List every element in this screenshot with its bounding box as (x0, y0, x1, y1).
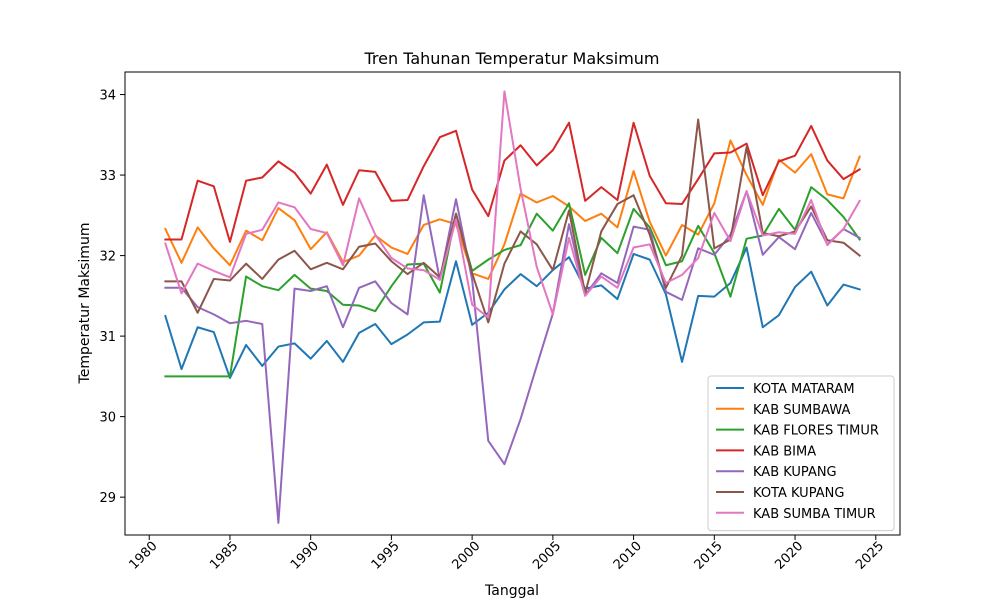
x-tick-label: 1990 (288, 539, 322, 573)
series-line-6 (164, 90, 862, 319)
x-tick-label: 1980 (127, 539, 161, 573)
x-tick-label: 2000 (449, 539, 483, 573)
x-tick-label: 2025 (853, 539, 887, 573)
x-tick-label: 2015 (692, 539, 726, 573)
y-tick-label: 29 (99, 491, 116, 506)
legend-label: KAB FLORES TIMUR (753, 424, 879, 439)
series-line-1 (164, 139, 861, 280)
y-tick-label: 31 (99, 330, 116, 345)
y-tick-label: 30 (99, 411, 116, 426)
x-tick-label: 2005 (530, 539, 564, 573)
x-tick-label: 2010 (611, 539, 645, 573)
legend-label: KAB KUPANG (753, 465, 837, 480)
series-line-0 (164, 246, 861, 379)
y-tick-label: 32 (99, 250, 116, 265)
legend-label: KAB SUMBAWA (753, 403, 850, 418)
legend-label: KAB BIMA (753, 444, 816, 459)
plot-area (124, 71, 901, 536)
legend-label: KAB SUMBA TIMUR (753, 507, 876, 522)
legend-label: KOTA KUPANG (753, 486, 844, 501)
chart-title: Tren Tahunan Temperatur Maksimum (363, 49, 659, 68)
series-line-3 (164, 121, 862, 243)
legend: KOTA MATARAM KAB SUMBAWA KAB FLORES TIMUR K… (707, 375, 895, 532)
x-tick-label: 1995 (369, 539, 403, 573)
y-tick-label: 33 (99, 169, 116, 184)
x-tick-label: 2020 (772, 539, 806, 573)
x-axis: 1980 1985 1990 1995 2000 2005 2010 2015 2020 2025 (127, 535, 887, 573)
plot-frame (124, 71, 901, 536)
x-axis-label: Tanggal (484, 583, 539, 599)
y-axis-label: Temperatur Maksimum (77, 223, 93, 385)
y-axis: 29 30 31 32 33 34 (99, 89, 125, 506)
series-line-5 (164, 118, 862, 324)
x-tick-label: 1985 (207, 539, 241, 573)
y-tick-label: 34 (99, 89, 116, 104)
legend-box (707, 375, 895, 532)
legend-label: KOTA MATARAM (753, 382, 855, 397)
